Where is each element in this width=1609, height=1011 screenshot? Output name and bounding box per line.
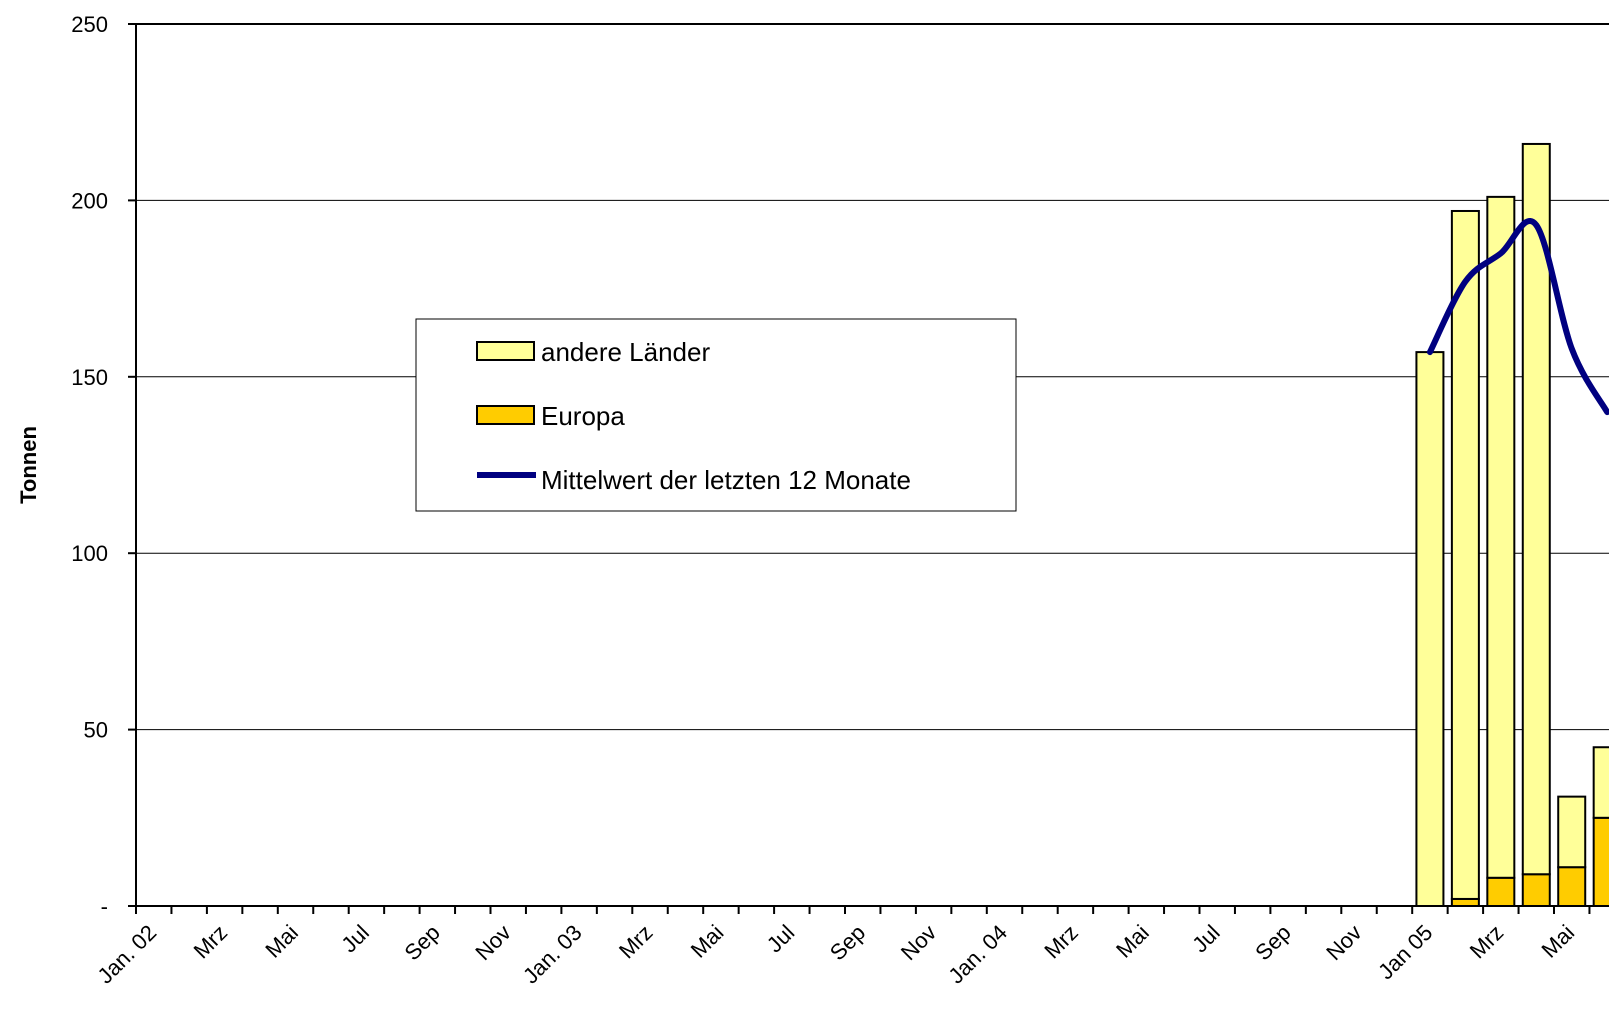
x-tick-label-16: Sep (1250, 920, 1295, 965)
x-tick-label-17: Nov (1321, 920, 1366, 965)
x-tick-label-20: Mai (1537, 920, 1580, 963)
bar-andere-laender-38 (1486, 195, 1516, 879)
x-tick-label-9: Jul (762, 920, 800, 958)
x-tick-label-6: Jan. 03 (518, 920, 587, 989)
line-layer (1426, 218, 1609, 416)
y-tick-label-50: 50 (84, 718, 108, 743)
x-tick-labels: Jan. 02 Mrz Mai Jul Sep Nov Jan. 03 Mrz Mai Jul Se… (93, 920, 1580, 989)
line-mittelwert (1426, 218, 1609, 416)
legend: andere Länder Europa Mittelwert der letz… (415, 318, 1017, 512)
legend-label-mittelwert: Mittelwert der letzten 12 Monate (541, 465, 911, 495)
x-tick-label-2: Mai (260, 920, 303, 963)
bar-andere-laender-40 (1557, 795, 1587, 869)
x-tick-label-1: Mrz (189, 920, 233, 964)
legend-swatch-andere-laender (476, 341, 535, 361)
y-tick-label-150: 150 (71, 365, 108, 390)
x-tick-label-12: Jan. 04 (943, 920, 1012, 989)
x-tick-label-14: Mai (1111, 920, 1154, 963)
bar-europa-39 (1521, 873, 1551, 907)
x-tick-label-13: Mrz (1039, 920, 1083, 964)
legend-swatch-europa (476, 405, 535, 425)
y-axis-title: Tonnen (16, 426, 41, 504)
bar-europa-38 (1486, 876, 1516, 908)
bar-andere-laender-36 (1415, 351, 1445, 907)
y-tick-labels: - 50 100 150 200 250 (71, 12, 108, 919)
x-tick-label-4: Sep (399, 920, 444, 965)
legend-label-andere-laender: andere Länder (541, 337, 710, 367)
bars (1415, 142, 1609, 908)
bar-europa-40 (1557, 866, 1587, 908)
bar-andere-laender-41 (1592, 746, 1609, 819)
x-tick-label-18: Jan 05 (1373, 920, 1437, 984)
y-tick-label-100: 100 (71, 541, 108, 566)
x-tick-label-10: Sep (825, 920, 870, 965)
x-tick-label-3: Jul (336, 920, 374, 958)
bar-europa-37 (1450, 897, 1480, 907)
x-tick-label-5: Nov (470, 920, 515, 965)
y-tick-label-200: 200 (71, 188, 108, 213)
x-tick-label-7: Mrz (614, 920, 658, 964)
x-tick-label-0: Jan. 02 (93, 920, 162, 989)
axes (128, 23, 1609, 914)
x-tick-label-8: Mai (686, 920, 729, 963)
y-tick-label-250: 250 (71, 12, 108, 37)
x-tick-label-11: Nov (896, 920, 941, 965)
bar-andere-laender-37 (1450, 209, 1480, 900)
bar-andere-laender-39 (1521, 142, 1551, 876)
bar-europa-41 (1592, 816, 1609, 907)
y-tick-label-0: - (101, 894, 108, 919)
x-tick-label-19: Mrz (1465, 920, 1509, 964)
legend-label-europa: Europa (541, 401, 625, 431)
x-tick-label-15: Jul (1187, 920, 1225, 958)
